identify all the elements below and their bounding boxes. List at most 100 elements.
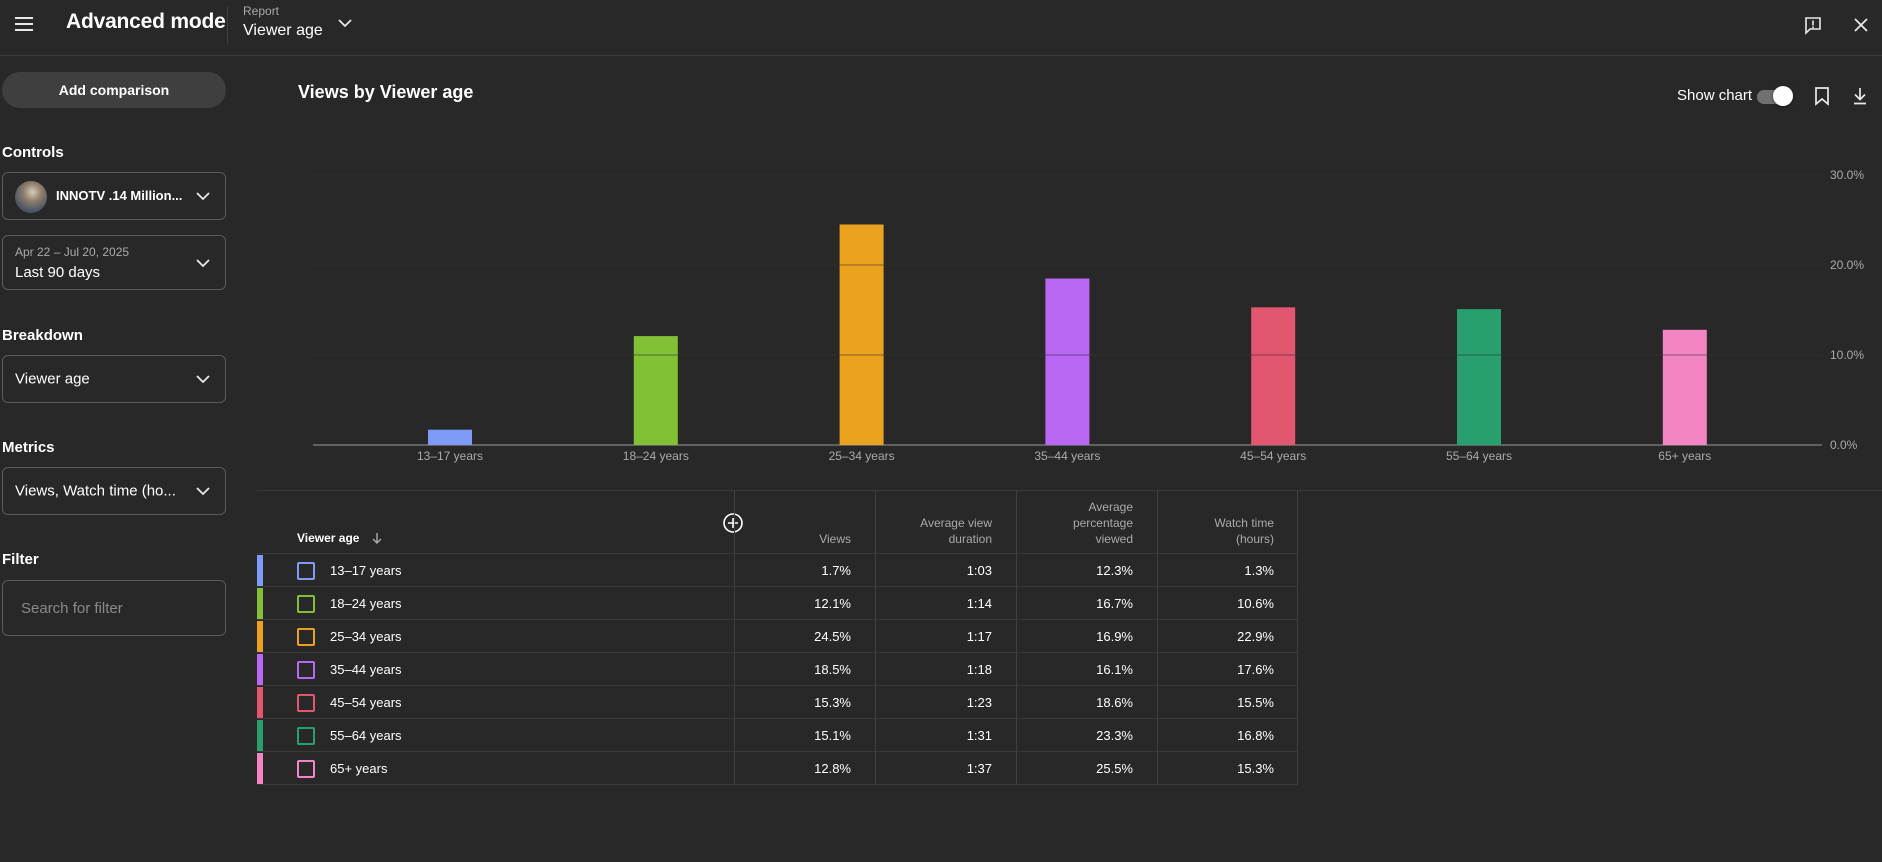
x-tick-label: 25–34 years [829,449,895,463]
row-checkbox[interactable] [297,727,315,745]
date-range-label: Last 90 days [15,264,101,281]
row-color-bar [257,654,263,685]
column-divider [875,491,876,785]
column-header-average-percentage-viewed[interactable]: Average percentage viewed [1030,499,1133,547]
bar-chart: 0.0% 10.0% 20.0% 30.0% 13–17 years 18–24 year… [313,168,1864,463]
sidebar: Add comparison Controls INNOTV .14 Milli… [0,57,240,862]
bar-13-17-years[interactable] [428,429,472,445]
show-chart-toggle[interactable] [1757,86,1793,106]
cell-average-view-duration: 1:37 [966,761,992,776]
y-tick-label: 20.0% [1830,258,1864,272]
x-tick-label: 65+ years [1658,449,1711,463]
column-header-label-line: percentage [1072,516,1133,530]
cell-watch-time: 16.8% [1237,728,1274,743]
divider [227,6,228,44]
filter-search-input[interactable] [2,580,226,636]
row-color-bar [257,588,263,619]
bar-65+-years[interactable] [1662,329,1707,445]
row-color-bar [257,555,263,586]
row-label: 55–64 years [330,728,402,743]
table-row[interactable]: 55–64 years 15.1% 1:31 23.3% 16.8% [257,719,1298,752]
cell-watch-time: 15.5% [1237,695,1274,710]
breakdown-selector[interactable]: Viewer age [2,355,226,403]
bar-55-64-years[interactable] [1457,309,1501,445]
row-label: 35–44 years [330,662,402,677]
y-tick-label: 30.0% [1830,168,1864,182]
row-checkbox[interactable] [297,760,315,778]
column-header-label-line: (hours) [1235,532,1274,546]
table-row[interactable]: 13–17 years 1.7% 1:03 12.3% 1.3% [257,554,1298,587]
cell-views: 15.3% [814,695,851,710]
row-checkbox[interactable] [297,628,315,646]
x-tick-label: 45–54 years [1240,449,1306,463]
chevron-down-icon [196,487,210,496]
bookmark-icon[interactable] [1808,82,1836,110]
add-circle-icon[interactable] [719,509,747,537]
column-divider [1016,491,1017,785]
bar-45-54-years[interactable] [1251,307,1296,445]
row-color-bar [257,621,263,652]
table-row[interactable]: 18–24 years 12.1% 1:14 16.7% 10.6% [257,587,1298,620]
column-header-viewer-age[interactable]: Viewer age [297,531,383,545]
chevron-down-icon[interactable] [336,14,354,32]
row-checkbox[interactable] [297,661,315,679]
x-tick-label: 13–17 years [417,449,483,463]
column-header-label-line: viewed [1095,532,1133,546]
close-icon[interactable] [1847,11,1875,39]
column-header-average-view-duration[interactable]: Average view duration [890,515,992,547]
row-checkbox[interactable] [297,694,315,712]
table-top-border [257,490,1882,491]
feedback-icon[interactable] [1799,11,1827,39]
bar-18-24-years[interactable] [633,336,678,445]
cell-average-view-duration: 1:31 [966,728,992,743]
channel-selector[interactable]: INNOTV .14 Million... [2,172,226,220]
column-divider [734,491,735,785]
cell-average-percentage-viewed: 23.3% [1096,728,1133,743]
bar-25-34-years[interactable] [839,224,884,446]
x-tick-label: 55–64 years [1446,449,1512,463]
download-icon[interactable] [1846,82,1874,110]
metrics-selector[interactable]: Views, Watch time (ho... [2,467,226,515]
cell-average-view-duration: 1:14 [966,596,992,611]
row-label: 25–34 years [330,629,402,644]
report-label: Report [243,4,280,18]
top-bar: Advanced mode Report Viewer age [0,0,1882,56]
show-chart-label: Show chart [1677,87,1753,104]
cell-views: 1.7% [821,563,851,578]
controls-label: Controls [2,144,64,161]
row-label: 18–24 years [330,596,402,611]
cell-views: 18.5% [814,662,851,677]
cell-average-percentage-viewed: 16.7% [1096,596,1133,611]
add-comparison-button[interactable]: Add comparison [2,72,226,108]
cell-average-percentage-viewed: 25.5% [1096,761,1133,776]
table-row[interactable]: 25–34 years 24.5% 1:17 16.9% 22.9% [257,620,1298,653]
bar-35-44-years[interactable] [1045,278,1090,446]
table-row[interactable]: 35–44 years 18.5% 1:18 16.1% 17.6% [257,653,1298,686]
cell-watch-time: 10.6% [1237,596,1274,611]
column-header-label-line: duration [948,532,992,546]
menu-icon[interactable] [12,12,36,36]
channel-name: INNOTV .14 Million... [56,188,183,203]
report-selector[interactable]: Viewer age [243,22,323,39]
metrics-label: Metrics [2,439,55,456]
column-header-label-line: Watch time [1214,516,1274,530]
row-checkbox[interactable] [297,595,315,613]
column-header-views[interactable]: Views [760,531,851,547]
x-tick-label: 35–44 years [1034,449,1100,463]
chevron-down-icon [196,375,210,384]
date-range-selector[interactable]: Apr 22 – Jul 20, 2025 Last 90 days [2,235,226,290]
column-header-watch-time[interactable]: Watch time (hours) [1170,515,1274,547]
row-color-bar [257,687,263,718]
cell-average-view-duration: 1:23 [966,695,992,710]
breakdown-value: Viewer age [15,370,90,388]
row-label: 45–54 years [330,695,402,710]
cell-average-view-duration: 1:18 [966,662,992,677]
cell-views: 15.1% [814,728,851,743]
table-row[interactable]: 45–54 years 15.3% 1:23 18.6% 15.5% [257,686,1298,719]
cell-views: 12.8% [814,761,851,776]
column-header-label: Viewer age [297,531,360,545]
table-row[interactable]: 65+ years 12.8% 1:37 25.5% 15.3% [257,752,1298,785]
cell-average-percentage-viewed: 18.6% [1096,695,1133,710]
column-divider [1157,491,1158,785]
row-checkbox[interactable] [297,562,315,580]
